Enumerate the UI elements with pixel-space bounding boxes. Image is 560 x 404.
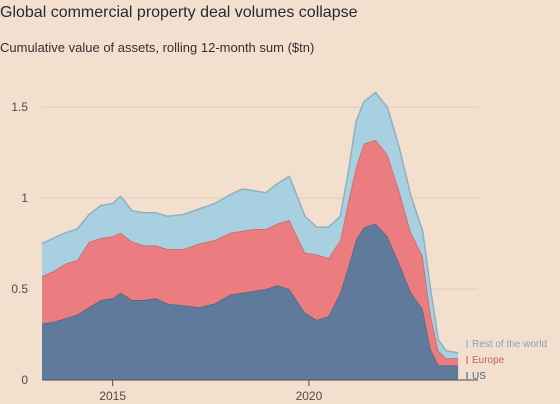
chart-subtitle: Cumulative value of assets, rolling 12-m… bbox=[0, 40, 315, 55]
area-us bbox=[42, 223, 459, 380]
y-tick-label: 1.5 bbox=[11, 100, 28, 114]
legend-label-europe: Europe bbox=[472, 355, 505, 366]
chart-title: Global commercial property deal volumes … bbox=[0, 4, 358, 21]
legend-label-rest-of-the-world: Rest of the world bbox=[472, 339, 547, 350]
y-tick-label: 0 bbox=[21, 373, 28, 387]
y-tick-label: 0.5 bbox=[11, 282, 28, 296]
axes: 0 0.5 1 1.5 2015 2020 bbox=[11, 100, 478, 403]
y-tick-label: 1 bbox=[21, 191, 28, 205]
x-tick-label: 2015 bbox=[99, 389, 126, 403]
legend: US Europe Rest of the world bbox=[466, 339, 547, 382]
area-europe bbox=[42, 139, 459, 366]
legend-label-us: US bbox=[472, 371, 486, 382]
series-line-rest-of-the-world bbox=[41, 91, 459, 354]
x-tick-label: 2020 bbox=[296, 389, 323, 403]
area-rest-of-the-world bbox=[42, 92, 459, 359]
stacked-areas bbox=[41, 91, 459, 380]
